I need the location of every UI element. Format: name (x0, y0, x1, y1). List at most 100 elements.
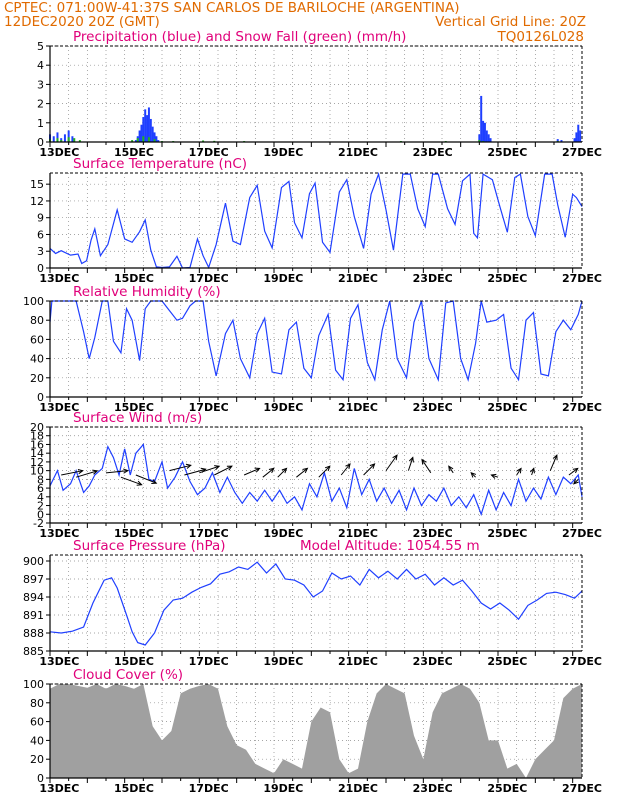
precip-x-tick-label: 25DEC (487, 146, 527, 159)
precip-bar-blue (147, 107, 150, 142)
precip-bar-blue (151, 126, 154, 142)
wind-arrow-head (448, 465, 454, 472)
precip-bar-blue (579, 130, 582, 142)
wind-x-tick-label: 17DEC (189, 527, 229, 540)
temperature-y-tick-label: 3 (37, 245, 44, 258)
wind-arrow (277, 468, 287, 478)
humidity-x-tick-label: 27DEC (562, 401, 602, 414)
precip-bar-green (136, 138, 139, 142)
cloud-y-tick-label: 80 (30, 697, 44, 710)
temperature-x-tick-label: 17DEC (189, 272, 229, 285)
wind-y-tick-label: 4 (37, 491, 44, 504)
cloud-y-tick-label: 40 (30, 734, 44, 747)
wind-arrow (491, 474, 499, 478)
humidity-series-line (49, 300, 583, 383)
cloud-title: Cloud Cover (%) (73, 667, 183, 683)
wind-arrow-head (572, 467, 579, 474)
wind-arrow-head (324, 465, 331, 472)
precip-y-tick-label: 1 (37, 117, 44, 130)
precip-bar-blue (483, 122, 486, 142)
precip-bar-green (153, 139, 156, 142)
precip-y-tick-label: 4 (37, 59, 44, 72)
precip-x-tick-label: 17DEC (189, 146, 229, 159)
wind-arrow (120, 476, 142, 486)
wind-arrow-head (529, 467, 535, 474)
precip-x-tick-label: 15DEC (114, 146, 154, 159)
header-station: CPTEC: 071:00W-41:37S SAN CARLOS DE BARI… (4, 0, 460, 16)
wind-arrow-head (214, 465, 221, 471)
wind-arrow-head (136, 480, 143, 486)
temperature-x-tick-label: 21DEC (338, 272, 378, 285)
pressure-x-tick-label: 19DEC (263, 655, 303, 668)
precip-bar-blue (144, 109, 147, 142)
wind-x-tick-label: 19DEC (263, 527, 303, 540)
cloud-x-tick-label: 23DEC (413, 782, 453, 795)
temperature-y-tick-label: 6 (37, 228, 44, 241)
precip-panel: Precipitation (blue) and Snow Fall (gree… (37, 29, 602, 159)
precip-bar-blue (52, 136, 55, 142)
humidity-title: Relative Humidity (%) (73, 284, 221, 300)
wind-arrow (169, 464, 191, 472)
pressure-series-line (49, 561, 583, 646)
cloud-panel: Cloud Cover (%) 0 20 40 60 80 100 13DEC 15DEC 17D… (23, 667, 602, 795)
precip-bar-green (78, 140, 81, 142)
humidity-x-tick-label: 25DEC (487, 401, 527, 414)
wind-arrow-head (421, 458, 427, 465)
humidity-x-tick-label: 13DEC (39, 401, 79, 414)
pressure-title: Surface Pressure (hPa) (73, 538, 226, 554)
wind-arrow-head (408, 456, 414, 463)
wind-arrow (214, 465, 233, 476)
cloud-y-tick-label: 100 (23, 678, 44, 691)
pressure-y-tick-label: 897 (23, 573, 44, 586)
humidity-x-tick-label: 19DEC (263, 401, 303, 414)
pressure-x-tick-label: 15DEC (114, 655, 154, 668)
wind-y-tick-label: 8 (37, 473, 44, 486)
wind-arrow-head (392, 454, 398, 461)
wind-arrow (549, 455, 558, 471)
temperature-x-tick-label: 13DEC (39, 272, 79, 285)
humidity-y-tick-label: 20 (30, 372, 44, 385)
wind-y-tick-label: 18 (30, 430, 44, 443)
wind-arrow-head (281, 467, 288, 474)
humidity-y-tick-label: 40 (30, 353, 44, 366)
wind-y-tick-label: 6 (37, 482, 44, 495)
wind-arrow-head (185, 463, 192, 469)
cloud-x-tick-label: 13DEC (39, 782, 79, 795)
precip-bar-blue (157, 140, 160, 142)
wind-arrow (199, 465, 220, 474)
temperature-x-tick-label: 25DEC (487, 272, 527, 285)
precip-bar-blue (134, 140, 137, 142)
wind-arrow-head (490, 473, 497, 479)
cloud-x-tick-label: 25DEC (487, 782, 527, 795)
temperature-y-tick-label: 9 (37, 212, 44, 225)
wind-y-tick-label: 12 (30, 456, 44, 469)
cloud-area (50, 684, 582, 778)
wind-arrow-head (302, 467, 309, 474)
wind-arrow-head (151, 479, 158, 485)
wind-arrow (105, 470, 128, 474)
header-grid-line: Vertical Grid Line: 20Z (435, 14, 586, 30)
precip-bar-blue (478, 134, 481, 142)
precip-bar-blue (67, 130, 70, 142)
pressure-y-tick-label: 900 (23, 555, 44, 568)
precip-bar-blue (575, 132, 578, 142)
precip-bar-blue (153, 132, 156, 142)
pressure-panel: Surface Pressure (hPa) Model Altitude: 10… (23, 538, 602, 668)
precip-bar-green (147, 137, 150, 142)
temperature-y-tick-label: 0 (37, 262, 44, 275)
precip-bar-blue (56, 132, 59, 142)
precip-bar-blue (573, 138, 576, 142)
precip-bar-blue (149, 118, 152, 142)
precip-bar-green (56, 138, 59, 142)
pressure-x-tick-label: 17DEC (189, 655, 229, 668)
precip-bar-blue (560, 140, 563, 142)
pressure-y-tick-label: 885 (23, 645, 44, 658)
wind-arrow (516, 468, 522, 476)
wind-arrow (61, 470, 83, 476)
wind-arrow-head (516, 467, 522, 474)
temperature-x-tick-label: 23DEC (413, 272, 453, 285)
precip-bar-green (131, 140, 134, 142)
wind-y-tick-label: 20 (30, 421, 44, 434)
temperature-y-tick-label: 12 (30, 195, 44, 208)
